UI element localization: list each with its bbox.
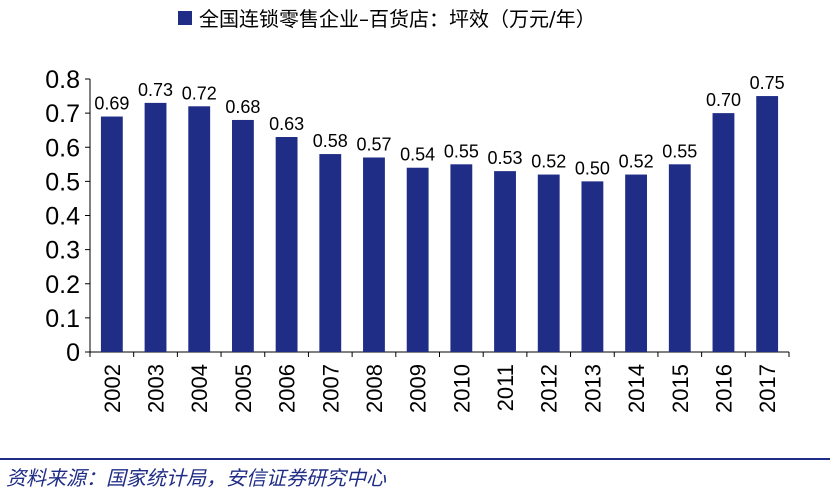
data-label-2011: 0.53 <box>488 148 523 168</box>
data-label-2015: 0.55 <box>662 141 697 161</box>
bar-2016 <box>712 113 735 352</box>
data-label-2008: 0.57 <box>356 134 391 154</box>
source-note: 资料来源：国家统计局，安信证券研究中心 <box>6 466 386 490</box>
data-label-2002: 0.69 <box>94 94 129 114</box>
data-label-2014: 0.52 <box>619 152 654 172</box>
x-tick-label-2002: 2002 <box>100 364 125 413</box>
data-label-2012: 0.52 <box>531 152 566 172</box>
x-tick-label-2013: 2013 <box>580 364 605 413</box>
y-tick-label: 0.3 <box>45 237 80 265</box>
x-tick-label-2015: 2015 <box>668 364 693 413</box>
y-tick-label: 0.8 <box>45 66 80 94</box>
bar-2017 <box>756 96 779 352</box>
bar-2005 <box>231 119 254 352</box>
bar-2006 <box>275 137 298 352</box>
x-tick-label-2009: 2009 <box>406 364 431 413</box>
bar-2008 <box>363 157 385 352</box>
x-tick-label-2006: 2006 <box>275 364 300 413</box>
y-tick-label: 0 <box>66 339 80 367</box>
bar-series <box>100 96 779 352</box>
bar-2007 <box>319 154 342 352</box>
data-label-2016: 0.70 <box>706 90 741 110</box>
data-label-2013: 0.50 <box>575 158 610 178</box>
data-labels: 0.69 0.73 0.72 0.68 0.63 0.58 0.57 0.54 0.55 0.53… <box>94 73 784 178</box>
bar-2003 <box>144 102 167 352</box>
legend-swatch <box>178 11 192 25</box>
data-label-2006: 0.63 <box>269 114 304 134</box>
legend-label: 全国连锁零售企业–百货店：坪效（万元/年） <box>199 7 596 31</box>
x-tick-label-2005: 2005 <box>231 364 256 413</box>
footer-divider <box>0 458 830 460</box>
x-tick-label-2011: 2011 <box>493 364 518 411</box>
x-tick-label-2008: 2008 <box>362 364 387 413</box>
data-label-2017: 0.75 <box>750 73 785 93</box>
y-tick-label: 0.7 <box>45 100 80 128</box>
legend: 全国连锁零售企业–百货店：坪效（万元/年） <box>178 7 596 31</box>
bar-2014 <box>625 174 648 352</box>
bar-2012 <box>537 174 560 352</box>
x-axis: 2002 2003 2004 2005 2006 2007 2008 2009 2010 2011… <box>89 351 790 413</box>
bar-2011 <box>494 171 516 352</box>
y-tick-label: 0.6 <box>45 134 80 162</box>
bar-2010 <box>450 164 473 352</box>
y-axis: 0 0.1 0.2 0.3 0.4 0.5 0.6 0.7 0.8 <box>45 66 91 367</box>
bar-2009 <box>406 167 429 352</box>
data-label-2007: 0.58 <box>313 131 348 151</box>
x-tick-label-2003: 2003 <box>144 364 169 413</box>
x-tick-label-2016: 2016 <box>711 364 736 413</box>
x-tick-label-2017: 2017 <box>755 364 780 413</box>
bar-2013 <box>581 181 604 352</box>
bar-chart: 全国连锁零售企业–百货店：坪效（万元/年） 0 0.1 0.2 0.3 0.4 0.5 0.… <box>45 7 790 413</box>
x-tick-label-2004: 2004 <box>187 364 212 413</box>
y-tick-label: 0.5 <box>45 168 80 196</box>
x-tick-label-2014: 2014 <box>624 364 649 413</box>
data-label-2005: 0.68 <box>225 97 260 117</box>
data-label-2010: 0.55 <box>444 141 479 161</box>
data-label-2009: 0.54 <box>400 145 435 165</box>
x-tick-label-2012: 2012 <box>537 364 562 413</box>
y-tick-label: 0.2 <box>45 271 80 299</box>
y-tick-label: 0.4 <box>45 203 80 231</box>
bar-2002 <box>100 116 123 352</box>
x-tick-label-2010: 2010 <box>449 364 474 413</box>
data-label-2003: 0.73 <box>138 80 173 100</box>
bar-2015 <box>668 164 691 352</box>
bar-2004 <box>188 106 211 352</box>
x-tick-label-2007: 2007 <box>318 364 343 413</box>
data-label-2004: 0.72 <box>182 83 217 103</box>
y-tick-label: 0.1 <box>45 305 80 333</box>
